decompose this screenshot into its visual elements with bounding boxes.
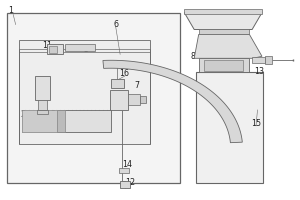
Text: 5: 5 (83, 45, 88, 54)
Bar (199, 58, 249, 72)
Bar (111, 79, 124, 88)
Bar (57, 110, 65, 132)
Text: 12: 12 (125, 178, 136, 187)
Bar (128, 94, 140, 105)
Polygon shape (103, 60, 242, 143)
Text: 9: 9 (232, 42, 238, 51)
Text: 16: 16 (120, 69, 130, 78)
Text: 15: 15 (251, 119, 261, 128)
Text: 1: 1 (9, 6, 14, 15)
Polygon shape (194, 34, 262, 58)
Bar (22, 110, 57, 132)
Bar (35, 76, 50, 100)
Text: 8: 8 (191, 52, 196, 61)
Bar (50, 46, 57, 53)
Bar (119, 168, 129, 173)
Bar (120, 181, 130, 188)
Text: 3: 3 (50, 110, 56, 119)
Bar (265, 56, 272, 64)
Bar (37, 110, 49, 114)
Bar (7, 13, 180, 183)
Bar (22, 110, 111, 132)
Text: 7: 7 (134, 81, 139, 90)
Bar (184, 9, 262, 14)
Bar (110, 90, 128, 110)
Text: 14: 14 (123, 160, 133, 169)
Text: 6: 6 (113, 20, 118, 29)
Bar (38, 100, 47, 110)
Bar (140, 96, 146, 103)
Bar (199, 29, 249, 34)
Text: 11: 11 (42, 41, 52, 50)
Bar (204, 60, 243, 71)
Bar (251, 57, 265, 63)
Text: 2: 2 (20, 110, 26, 119)
Polygon shape (184, 13, 262, 29)
Text: 10: 10 (194, 10, 204, 19)
Bar (196, 72, 263, 183)
Bar (65, 44, 95, 51)
Bar (19, 40, 150, 144)
Text: 4: 4 (38, 80, 43, 89)
Text: 13: 13 (254, 67, 264, 76)
Bar (47, 44, 63, 54)
